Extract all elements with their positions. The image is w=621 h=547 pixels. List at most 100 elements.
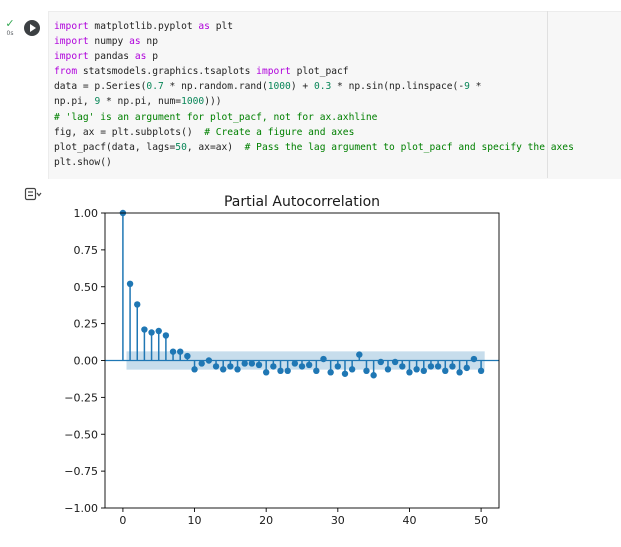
- y-tick-label: −0.25: [64, 391, 98, 404]
- code-line: # 'lag' is an argument for plot_pacf, no…: [54, 112, 377, 123]
- pacf-chart: Partial Autocorrelation 1.00 0.75 0.50 0.25…: [64, 194, 500, 526]
- code-token: np: [140, 36, 158, 48]
- x-tick-label: 40: [402, 514, 416, 526]
- pacf-point: [449, 363, 456, 370]
- code-token: as: [134, 51, 147, 63]
- code-token: matplotlib.pyplot: [88, 21, 199, 32]
- code-token: as: [198, 21, 210, 32]
- x-axis-ticks: 0 10 20 30 40 50: [119, 508, 488, 526]
- code-token: fig, ax = plt.subplots(): [54, 126, 205, 138]
- code-token: statsmodels.graphics.tsaplots: [77, 66, 257, 78]
- pacf-point: [241, 360, 248, 367]
- pacf-point: [134, 301, 141, 308]
- pacf-point: [370, 372, 377, 379]
- pacf-point: [291, 360, 299, 367]
- code-token: from: [54, 66, 78, 78]
- code-cell-editor[interactable]: [48, 11, 621, 179]
- code-token: * np.random.rand(: [163, 81, 268, 93]
- code-token: plot_pacf(data, lags=: [54, 141, 176, 153]
- code-token: import: [54, 36, 89, 48]
- code-token: plt: [209, 21, 234, 32]
- pacf-point: [126, 280, 134, 287]
- pacf-point: [434, 363, 442, 370]
- pacf-point: [427, 363, 435, 370]
- code-token: import: [54, 21, 89, 32]
- code-token: ))): [204, 96, 222, 108]
- y-tick-label: −1.00: [64, 502, 98, 515]
- code-token: * np.pi, num=: [100, 96, 182, 108]
- output-toggle-button[interactable]: [24, 187, 42, 201]
- y-axis-ticks: 1.00 0.75 0.50 0.25 0.00 −0.25 −0.50 −0.75 −1.00: [64, 207, 105, 515]
- code-line: import numpy as np: [54, 36, 158, 47]
- pacf-point: [191, 366, 198, 373]
- x-tick-label: 20: [259, 514, 273, 526]
- code-token: # 'lag' is an argument for plot_pacf, no…: [54, 111, 378, 123]
- pacf-point: [148, 329, 155, 336]
- code-token: np.pi,: [54, 96, 95, 108]
- code-token: data = p.Series(: [54, 81, 147, 93]
- pacf-point: [406, 369, 413, 376]
- code-token: 1000: [267, 81, 291, 93]
- pacf-point: [442, 367, 449, 375]
- pacf-point: [413, 366, 420, 373]
- code-line: fig, ax = plt.subplots() # Create a figu…: [54, 127, 354, 138]
- code-token: numpy: [88, 36, 130, 48]
- code-token: import: [256, 66, 291, 78]
- pacf-point: [384, 366, 392, 373]
- pacf-point: [220, 366, 227, 373]
- pacf-point: [270, 363, 277, 370]
- code-line: data = p.Series(0.7 * np.random.rand(100…: [54, 81, 481, 92]
- execution-time: 0s: [6, 30, 14, 37]
- pacf-point: [205, 357, 213, 364]
- pacf-point: [477, 367, 485, 375]
- code-token: , ax=ax): [186, 141, 245, 153]
- cell-status: ✓ 0s: [3, 18, 17, 37]
- pacf-point: [391, 358, 399, 366]
- code-token: ) +: [290, 81, 314, 93]
- output-toggle-icon: [24, 187, 42, 201]
- x-tick-label: 10: [188, 514, 202, 526]
- pacf-point: [227, 363, 234, 370]
- code-line: import matplotlib.pyplot as plt: [54, 21, 233, 32]
- code-token: # Create a figure and axes: [204, 126, 355, 138]
- pacf-point: [248, 360, 256, 367]
- y-tick-label: −0.75: [64, 465, 98, 478]
- pacf-point: [169, 348, 177, 355]
- pacf-point: [313, 367, 320, 375]
- pacf-point: [277, 367, 284, 375]
- stem-layer: [122, 213, 482, 376]
- code-token: pandas: [88, 51, 135, 63]
- code-token: 1000: [181, 96, 205, 108]
- x-tick-label: 50: [474, 514, 488, 526]
- code-token: import: [54, 51, 89, 63]
- code-line: plt.show(): [54, 157, 112, 168]
- code-token: plot_pacf: [290, 66, 349, 78]
- pacf-point: [212, 363, 220, 370]
- pacf-point: [363, 367, 370, 375]
- pacf-point: [356, 351, 363, 358]
- pacf-point: [399, 363, 406, 370]
- code-line: from statsmodels.graphics.tsaplots impor…: [54, 66, 349, 77]
- y-tick-label: 0.75: [74, 244, 99, 257]
- code-cell-divider: [547, 11, 548, 178]
- y-tick-label: 0.50: [74, 281, 99, 294]
- code-line: import pandas as p: [54, 51, 158, 62]
- pacf-point: [320, 355, 327, 363]
- check-icon: ✓: [5, 17, 15, 30]
- code-token: * np.sin(np.linspace(-: [331, 81, 465, 93]
- pacf-point: [184, 352, 191, 360]
- pacf-point: [470, 355, 478, 363]
- pacf-point: [284, 367, 291, 375]
- code-text[interactable]: import matplotlib.pyplot as plt import n…: [54, 19, 574, 170]
- code-line: np.pi, 9 * np.pi, num=1000))): [54, 96, 222, 107]
- pacf-point: [177, 348, 184, 355]
- code-token: as: [129, 36, 141, 48]
- pacf-point: [255, 361, 263, 369]
- pacf-point: [334, 363, 342, 370]
- pacf-point: [262, 369, 270, 376]
- pacf-point: [162, 332, 170, 339]
- pacf-point: [341, 370, 349, 377]
- y-tick-label: 1.00: [74, 207, 99, 220]
- y-tick-label: −0.50: [64, 428, 98, 441]
- run-cell-button[interactable]: [24, 20, 40, 36]
